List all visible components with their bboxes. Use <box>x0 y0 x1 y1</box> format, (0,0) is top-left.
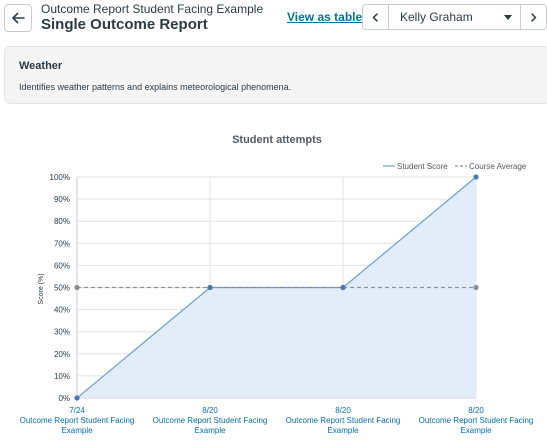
chart-legend: Student Score Course Average <box>383 162 527 171</box>
student-navigator: Kelly Graham <box>362 4 547 30</box>
chart-series <box>74 174 479 401</box>
point-student-score-1 <box>207 284 213 291</box>
x-tick-label-end-2: Example <box>327 426 359 435</box>
y-tick-label-0: 0% <box>58 394 70 403</box>
chevron-right-icon <box>531 12 537 22</box>
y-tick-label-1: 10% <box>54 372 70 381</box>
y-axis-ticks: 0% 10% 20% 30% 40% 50% 60% 70% 80% 90% 100% <box>50 173 70 403</box>
legend-course-average: Course Average <box>469 162 527 171</box>
y-tick-label-6: 60% <box>54 261 70 270</box>
x-tick-date-0: 7/24 <box>69 406 85 415</box>
page-subtitle: Outcome Report Student Facing Example <box>41 2 264 16</box>
view-as-table-link[interactable]: View as table <box>287 10 363 24</box>
chevron-left-icon <box>372 12 378 22</box>
x-tick-label-1: Outcome Report Student Facing <box>153 416 268 425</box>
x-tick-label-end-1: Example <box>194 426 226 435</box>
point-student-score-3 <box>473 174 479 180</box>
student-select[interactable]: Kelly Graham <box>389 5 520 29</box>
y-tick-label-2: 20% <box>54 350 70 359</box>
point-course-average-0 <box>74 284 80 291</box>
outcome-panel: Weather Identifies weather patterns and … <box>4 46 547 104</box>
chart-title: Student attempts <box>232 134 322 146</box>
student-attempts-chart: Student attempts Student Score Course Av… <box>20 134 534 435</box>
previous-student-button[interactable] <box>363 5 389 29</box>
y-tick-label-7: 70% <box>54 239 70 248</box>
x-tick-date-3: 8/20 <box>468 406 484 415</box>
x-tick-date-2: 8/20 <box>335 406 351 415</box>
point-student-score-0 <box>74 395 80 401</box>
x-tick-label-end-3: Example <box>460 426 492 435</box>
x-tick-label-end-0: Example <box>61 426 93 435</box>
y-axis-label: Score (%) <box>38 273 45 304</box>
point-student-score-2 <box>340 284 346 291</box>
point-course-average-3 <box>473 284 479 291</box>
x-tick-label-2: Outcome Report Student Facing <box>286 416 401 425</box>
y-tick-label-4: 40% <box>54 306 70 315</box>
x-tick-label-0: Outcome Report Student Facing <box>20 416 135 425</box>
x-tick-label-3: Outcome Report Student Facing <box>419 416 534 425</box>
x-tick-date-1: 8/20 <box>202 406 218 415</box>
caret-down-icon <box>504 14 512 20</box>
outcome-name: Weather <box>19 60 63 72</box>
y-tick-label-5: 50% <box>54 284 70 293</box>
next-student-button[interactable] <box>520 5 546 29</box>
selected-student-name: Kelly Graham <box>400 10 473 24</box>
arrow-left-icon <box>12 12 25 24</box>
outcome-description: Identifies weather patterns and explains… <box>19 82 292 92</box>
y-tick-label-10: 100% <box>50 173 70 182</box>
back-button[interactable] <box>4 4 32 32</box>
y-tick-label-9: 90% <box>54 195 70 204</box>
legend-student-score: Student Score <box>397 162 448 171</box>
y-tick-label-8: 80% <box>54 217 70 226</box>
y-tick-label-3: 30% <box>54 328 70 337</box>
page-title: Single Outcome Report <box>41 16 208 33</box>
